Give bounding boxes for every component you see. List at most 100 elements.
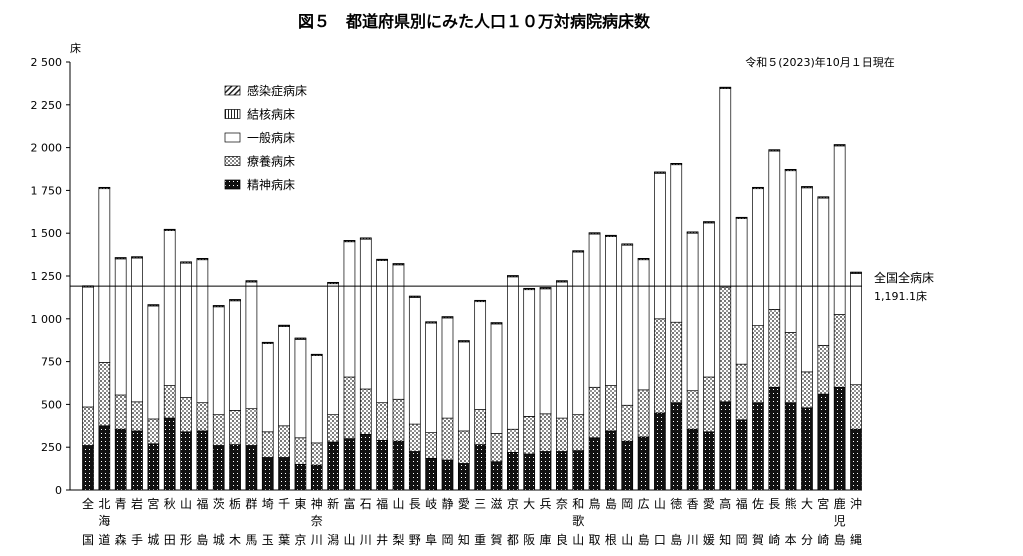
category-label: 城: [213, 533, 225, 547]
category-label: 森: [115, 532, 127, 547]
bar-segment: [441, 317, 454, 419]
category-label: 神: [311, 497, 323, 511]
category-label: 梨: [392, 533, 404, 547]
bar-segment: [654, 412, 666, 491]
bar-segment: [245, 281, 258, 410]
bar-segment: [408, 423, 421, 452]
category-label: 川: [360, 533, 372, 547]
category-label: 根: [605, 533, 617, 547]
bar-segment: [833, 386, 846, 491]
category-label: 福: [196, 496, 208, 511]
bar-segment: [539, 451, 552, 491]
bar-segment: [784, 402, 797, 491]
bar-segment: [327, 441, 339, 491]
category-label: 賀: [752, 533, 764, 547]
y-tick-label: 2 000: [31, 142, 63, 155]
legend-swatch: [224, 109, 241, 119]
bar-segment: [392, 440, 405, 491]
bar-segment: [507, 276, 519, 430]
category-label: 大: [801, 497, 813, 511]
bar-segment: [278, 425, 290, 458]
category-label: 道: [98, 533, 110, 547]
bar-segment: [392, 264, 405, 400]
category-label: 島: [638, 532, 650, 547]
bar-segment: [719, 286, 732, 403]
category-label: 鹿: [834, 496, 846, 511]
category-label: 青: [115, 497, 127, 511]
bar-segment: [180, 262, 192, 398]
category-label: 秋: [164, 497, 176, 511]
category-label: 愛: [703, 497, 715, 511]
y-tick-label: 1 500: [31, 227, 63, 240]
category-label: 奈: [311, 514, 323, 528]
bar-segment: [507, 451, 519, 491]
bar-segment: [556, 281, 568, 419]
bar-segment: [441, 417, 454, 461]
bar-segment: [654, 172, 666, 320]
y-axis-unit: 床: [70, 41, 81, 55]
category-label: 知: [719, 533, 731, 547]
category-label: 分: [801, 533, 813, 547]
bar-segment: [784, 170, 797, 333]
category-label: 山: [621, 533, 633, 547]
category-label: 鳥: [589, 496, 601, 511]
category-label: 国: [82, 533, 94, 547]
bar-segment: [588, 233, 601, 388]
category-label: 福: [736, 496, 748, 511]
bar-segment: [572, 251, 585, 416]
bar-segment: [588, 437, 601, 491]
category-label: 群: [245, 497, 257, 511]
bar-segment: [343, 376, 356, 439]
bar-segment: [114, 258, 127, 396]
category-label: 京: [507, 497, 519, 511]
reference-line-label: 全国全病床: [874, 270, 934, 285]
bar-segment: [670, 402, 683, 491]
bar-segment: [605, 236, 617, 386]
bar-segment: [719, 401, 732, 491]
bar-segment: [637, 259, 650, 391]
category-label: 田: [164, 533, 176, 547]
legend-label: 療養病床: [247, 154, 295, 169]
bar-segment: [703, 222, 715, 378]
legend-swatch: [224, 85, 241, 96]
category-label: 岩: [131, 496, 143, 511]
bar-segment: [637, 436, 650, 491]
bar-segment: [408, 451, 421, 491]
bar-segment: [408, 297, 421, 425]
bar-segment: [147, 443, 160, 491]
reference-line-value: 1,191.1床: [874, 289, 927, 303]
category-label: 川: [687, 533, 699, 547]
bar-segment: [359, 434, 372, 491]
category-label: 福: [376, 496, 388, 511]
bar-segment: [752, 188, 764, 326]
chart-note: 令和５(2023)年10月１日現在: [745, 55, 895, 69]
category-label: 山: [654, 497, 666, 511]
category-label: 沖: [850, 497, 862, 511]
bar-segment: [457, 430, 470, 464]
y-tick-label: 2 500: [31, 56, 63, 69]
bar-segment: [621, 440, 634, 491]
category-label: 岡: [621, 497, 633, 511]
bar-segment: [490, 323, 503, 434]
bar-segment: [523, 416, 536, 455]
category-label: 北: [98, 497, 110, 511]
bar-segment: [735, 363, 748, 421]
y-tick-label: 750: [41, 356, 62, 369]
bar-segment: [474, 301, 487, 410]
category-label: 兵: [540, 497, 552, 511]
bar-segment: [556, 417, 568, 452]
category-label: 全: [82, 496, 94, 511]
bar-segment: [245, 408, 258, 446]
category-label: 手: [131, 533, 143, 547]
y-tick-label: 0: [55, 484, 62, 497]
bar-segment: [686, 428, 699, 491]
bar-segment: [817, 393, 830, 491]
y-tick-label: 500: [41, 398, 62, 411]
bar-segment: [212, 445, 225, 491]
chart-title: 図５ 都道府県別にみた人口１０万対病院病床数: [298, 12, 651, 31]
bar-segment: [539, 288, 552, 415]
bar-segment: [376, 440, 388, 491]
bar-segment: [850, 428, 862, 491]
category-label: 形: [180, 533, 192, 547]
category-label: 佐: [752, 497, 764, 511]
